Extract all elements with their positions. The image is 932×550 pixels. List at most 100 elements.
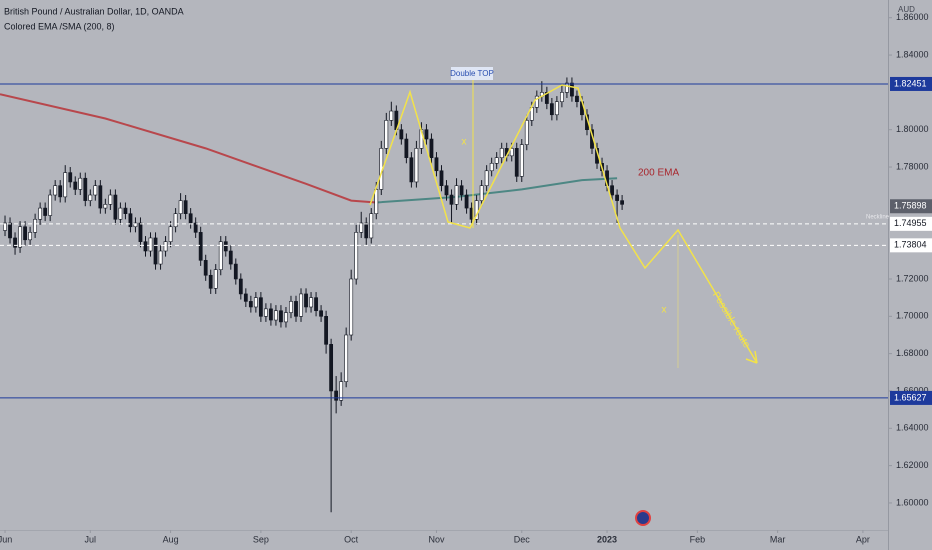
- candle-body: [213, 269, 218, 289]
- x-tick-label: Aug: [163, 534, 179, 544]
- candle-body: [464, 194, 469, 209]
- candle-body: [153, 237, 158, 265]
- candle-body: [489, 162, 494, 172]
- candle-body: [238, 278, 243, 295]
- y-tick-label: 1.84000: [896, 49, 929, 59]
- ema-label: 200 EMA: [638, 168, 679, 179]
- level-label: 1.73804: [894, 240, 927, 250]
- candle-body: [183, 200, 188, 214]
- candle-body: [349, 278, 354, 336]
- y-tick-label: 1.78000: [896, 161, 929, 171]
- candle-body: [449, 194, 454, 205]
- candle-body: [294, 301, 298, 317]
- candle-body: [173, 213, 178, 228]
- candle-body: [544, 92, 549, 104]
- x-tick-label: Mar: [770, 534, 786, 544]
- y-tick-label: 1.68000: [896, 348, 929, 358]
- candle-body: [354, 232, 359, 280]
- candle-body: [228, 250, 233, 265]
- y-tick-label: 1.64000: [896, 423, 929, 433]
- ema-line: [376, 177, 618, 204]
- candle-body: [93, 185, 98, 196]
- candle-body: [103, 204, 108, 209]
- candle-body: [133, 222, 138, 228]
- y-tick-label: 1.66000: [896, 385, 929, 395]
- y-tick-label: 1.72000: [896, 273, 929, 283]
- candle-body: [58, 185, 63, 198]
- candle-body: [339, 381, 344, 401]
- indicator-label: Colored EMA /SMA (200, 8): [4, 21, 115, 31]
- candle-body: [138, 222, 143, 242]
- candle-body: [434, 157, 439, 172]
- y-tick-label: 1.70000: [896, 311, 929, 321]
- candle-body: [479, 185, 484, 201]
- chart-title: British Pound / Australian Dollar, 1D, O…: [4, 6, 184, 16]
- level-label: 1.65627: [894, 392, 927, 402]
- candle-body: [384, 120, 389, 149]
- ema-line: [0, 93, 377, 204]
- candle-body: [269, 308, 273, 321]
- last-price-label: 1.75898: [894, 201, 927, 211]
- candle-body: [289, 301, 293, 313]
- double-top-box: [451, 67, 493, 80]
- candle-body: [158, 250, 163, 265]
- candle-body: [494, 157, 499, 164]
- candle-body: [499, 148, 504, 158]
- x-tick-label: Jun: [0, 534, 12, 544]
- candle-body: [559, 92, 564, 103]
- candle-body: [168, 226, 173, 242]
- candle-body: [198, 232, 203, 261]
- candle-body: [364, 222, 369, 239]
- x-tick-label: Apr: [856, 534, 870, 544]
- y-tick-label: 1.80000: [896, 124, 929, 134]
- candle-body: [314, 297, 318, 312]
- candle-body: [309, 297, 313, 308]
- candle-body: [233, 263, 238, 280]
- last-price-box: [890, 199, 932, 214]
- candle-body: [459, 185, 464, 196]
- x-tick-label: Oct: [344, 534, 359, 544]
- y-tick-label: 1.62000: [896, 460, 929, 470]
- level-label-box: [890, 238, 932, 253]
- candle-body: [484, 170, 489, 186]
- candle-body: [444, 185, 449, 196]
- candle-body: [148, 237, 153, 252]
- candle-body: [78, 177, 83, 190]
- candle-body: [570, 82, 574, 97]
- candle-body: [38, 207, 43, 220]
- candle-body: [123, 207, 128, 214]
- candle-body: [223, 241, 228, 252]
- candle-body: [369, 213, 374, 239]
- pattern-mark: x: [662, 305, 667, 316]
- level-label-box: [890, 390, 932, 405]
- candle-body: [374, 189, 379, 214]
- x-tick-label: Dec: [514, 534, 531, 544]
- candle-body: [389, 110, 394, 121]
- candle-body: [3, 222, 7, 231]
- candle-body: [33, 218, 38, 233]
- candle-body: [334, 390, 339, 401]
- candle-body: [615, 194, 619, 201]
- x-tick-label: 2023: [597, 534, 617, 544]
- candle-body: [118, 207, 123, 220]
- candle-body: [409, 157, 414, 183]
- event-icon[interactable]: [635, 510, 651, 526]
- candle-body: [28, 232, 33, 241]
- candle-body: [524, 120, 529, 145]
- candle-body: [344, 334, 349, 382]
- candle-body: [218, 241, 223, 270]
- candle-body: [83, 177, 88, 201]
- candle-body: [53, 185, 58, 196]
- candle-body: [319, 310, 323, 317]
- candle-body: [514, 148, 519, 177]
- candle-body: [188, 213, 193, 224]
- candle-body: [68, 172, 73, 183]
- candle-body: [263, 308, 268, 317]
- candle-body: [534, 95, 539, 108]
- candle-body: [565, 82, 569, 93]
- x-tick-label: Nov: [428, 534, 445, 544]
- candle-body: [274, 310, 278, 321]
- candle-body: [208, 274, 213, 289]
